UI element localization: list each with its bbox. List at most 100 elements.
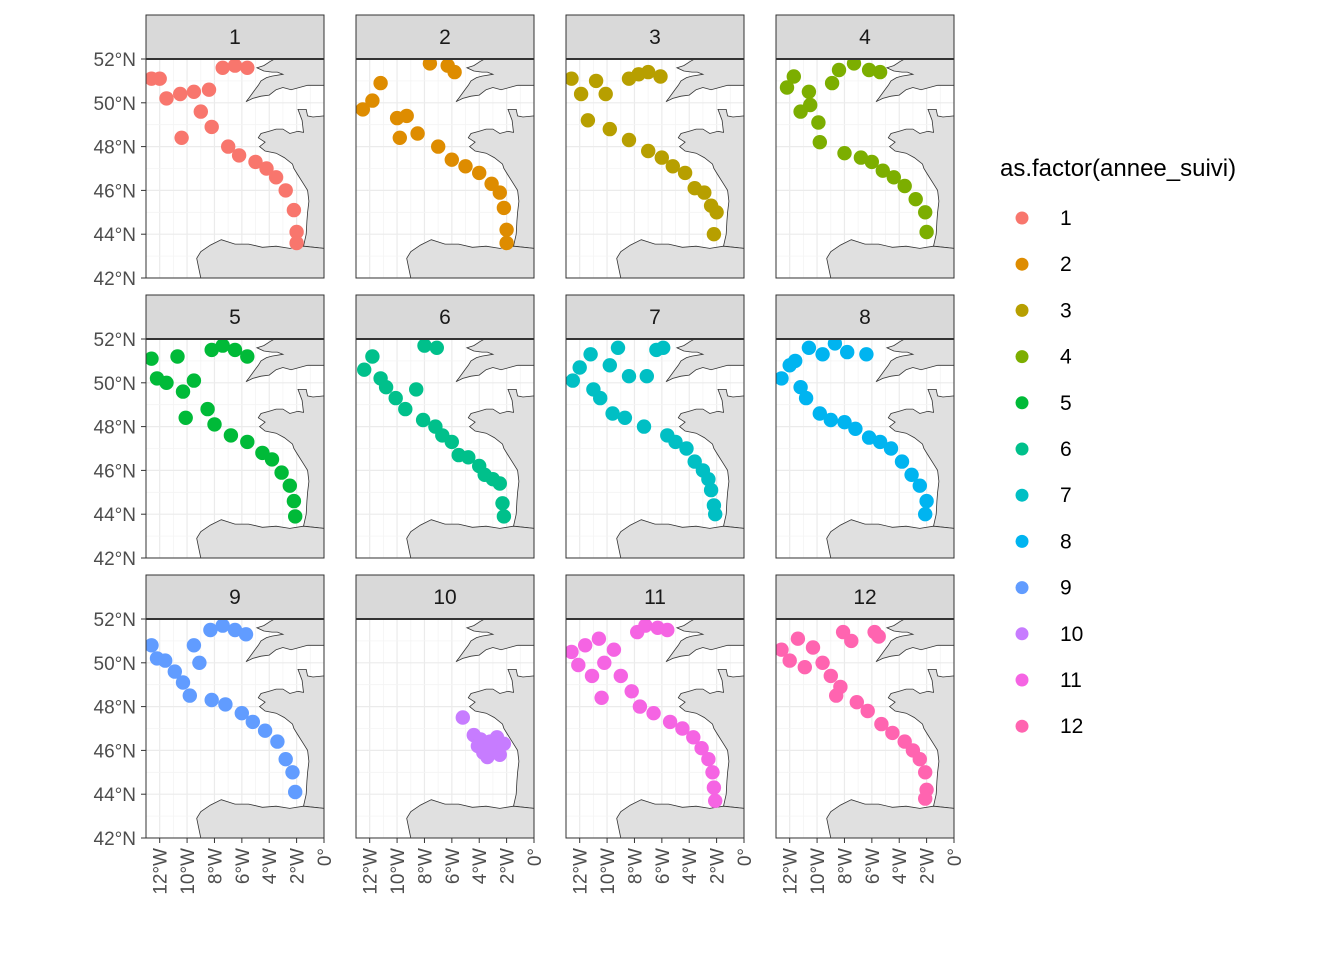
data-point <box>912 478 927 493</box>
land-polygon <box>455 59 534 103</box>
data-point <box>853 150 869 165</box>
data-point <box>203 622 218 638</box>
land-polygon <box>406 519 534 558</box>
data-point <box>602 358 617 373</box>
data-point <box>492 747 507 762</box>
data-point <box>815 655 830 670</box>
data-point <box>578 638 593 653</box>
land-polygon <box>257 389 324 529</box>
data-point <box>837 415 852 430</box>
data-point <box>238 627 254 642</box>
data-point <box>248 154 263 170</box>
data-point <box>705 765 720 780</box>
facet-strip-label: 3 <box>649 26 661 49</box>
x-tick-label: 4°W <box>890 848 911 884</box>
x-tick-label: 8°W <box>205 848 226 884</box>
facet-panel: 8 <box>775 294 955 559</box>
panel-content <box>566 619 744 838</box>
data-point <box>798 390 814 406</box>
facet-panel: 5 42°N 44°N 46°N 48°N 50°N 52°N <box>94 294 325 570</box>
data-point <box>573 86 589 102</box>
x-tick-label: 2°W <box>918 848 939 884</box>
data-point <box>638 619 653 633</box>
data-point <box>848 421 863 436</box>
data-point <box>801 340 817 355</box>
data-point <box>215 60 230 75</box>
land-polygon <box>245 339 324 383</box>
facet-strip-label: 2 <box>439 26 451 49</box>
y-tick-label: 50°N <box>94 94 136 115</box>
data-point <box>697 185 712 200</box>
data-point <box>227 59 243 73</box>
data-point <box>598 86 613 102</box>
data-point <box>837 146 852 161</box>
data-point <box>186 373 202 388</box>
legend-label: 12 <box>1060 715 1083 738</box>
data-point <box>429 340 444 355</box>
land-polygon <box>245 619 324 663</box>
facet-panel: 11 12°W 10°W 8°W 6°W 4°W 2°W 0° <box>565 574 756 895</box>
facet-strip <box>565 294 745 340</box>
data-point <box>186 84 202 100</box>
data-point <box>871 629 886 644</box>
x-tick-label: 0° <box>315 848 336 866</box>
legend-label: 1 <box>1060 207 1072 230</box>
x-tick-label: 2°W <box>288 848 309 884</box>
data-point <box>270 734 285 749</box>
data-point <box>201 82 217 97</box>
land-polygon <box>467 389 534 529</box>
data-point <box>823 668 838 684</box>
data-point <box>846 59 862 71</box>
land-polygon <box>875 619 954 663</box>
data-point <box>621 369 637 384</box>
y-tick-label: 44°N <box>94 785 136 806</box>
y-tick-label: 46°N <box>94 181 136 202</box>
data-point <box>831 62 847 78</box>
data-point <box>885 725 900 741</box>
data-point <box>240 349 255 364</box>
facet-strip-label: 4 <box>859 26 871 49</box>
y-tick-label: 42°N <box>94 549 136 570</box>
y-tick-label: 44°N <box>94 505 136 526</box>
data-point <box>861 62 877 78</box>
data-point <box>918 791 933 806</box>
data-point <box>786 69 801 84</box>
data-point <box>827 339 843 351</box>
y-tick-label: 48°N <box>94 138 136 159</box>
data-point <box>701 752 716 767</box>
data-point <box>415 412 431 428</box>
x-tick-label: 8°W <box>835 848 856 884</box>
panel-content <box>776 619 954 838</box>
legend-label: 8 <box>1060 530 1072 553</box>
data-point <box>860 703 875 719</box>
data-point <box>580 113 596 128</box>
land-polygon <box>616 799 744 838</box>
data-point <box>365 349 380 364</box>
legend-title: as.factor(annee_suivi) <box>1000 155 1236 182</box>
x-tick-label: 0° <box>525 848 546 866</box>
data-point <box>668 434 683 450</box>
data-point <box>694 741 709 756</box>
data-point <box>624 684 639 699</box>
data-point <box>175 384 191 399</box>
land-polygon <box>455 619 534 663</box>
data-point <box>602 121 617 137</box>
land-polygon <box>826 239 954 278</box>
data-point <box>617 410 633 425</box>
data-point <box>803 97 818 113</box>
data-point <box>919 224 934 240</box>
y-tick-label: 50°N <box>94 374 136 395</box>
data-point <box>373 75 388 91</box>
data-point <box>636 419 652 434</box>
data-point <box>182 688 197 703</box>
data-point <box>444 152 459 167</box>
data-point <box>409 382 424 397</box>
data-point <box>613 668 628 684</box>
data-point <box>356 102 370 117</box>
land-polygon <box>196 519 324 558</box>
data-point <box>282 478 297 493</box>
data-point <box>566 644 579 660</box>
data-point <box>240 60 255 75</box>
data-point <box>274 465 289 480</box>
land-polygon <box>875 59 954 103</box>
